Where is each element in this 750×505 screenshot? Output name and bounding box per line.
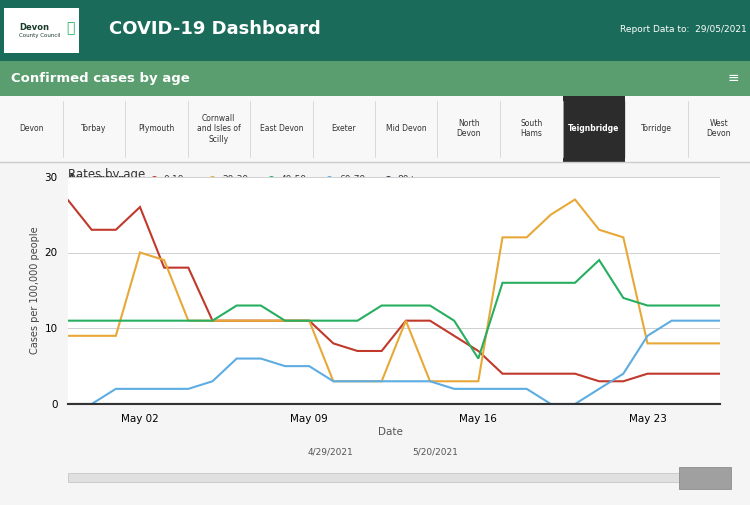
FancyBboxPatch shape: [0, 96, 750, 162]
Y-axis label: Cases per 100,000 people: Cases per 100,000 people: [31, 227, 40, 354]
Text: Exeter: Exeter: [332, 124, 356, 133]
Text: 40-59: 40-59: [280, 175, 307, 184]
Text: Cornwall
and Isles of
Scilly: Cornwall and Isles of Scilly: [196, 114, 241, 144]
Text: 🍃: 🍃: [66, 21, 74, 35]
FancyBboxPatch shape: [679, 467, 731, 489]
Text: Plymouth: Plymouth: [138, 124, 174, 133]
Text: Torbay: Torbay: [81, 124, 106, 133]
Text: South
Hams: South Hams: [520, 119, 542, 138]
Text: 60-79: 60-79: [339, 175, 365, 184]
Text: Date: Date: [377, 427, 403, 437]
Text: Rates by age: Rates by age: [68, 168, 145, 181]
Text: Age group: Age group: [68, 174, 124, 184]
FancyBboxPatch shape: [0, 0, 750, 61]
Text: 5/20/2021: 5/20/2021: [412, 447, 458, 457]
Text: Mid Devon: Mid Devon: [386, 124, 427, 133]
Text: 4/29/2021: 4/29/2021: [308, 447, 352, 457]
FancyBboxPatch shape: [0, 61, 750, 96]
Text: 0-19: 0-19: [164, 175, 184, 184]
FancyBboxPatch shape: [4, 8, 79, 53]
Text: Confirmed cases by age: Confirmed cases by age: [11, 72, 190, 85]
Text: County Council: County Council: [19, 33, 60, 38]
FancyBboxPatch shape: [68, 473, 690, 482]
Text: ≡: ≡: [727, 71, 739, 85]
Text: Devon: Devon: [19, 124, 44, 133]
Text: COVID-19 Dashboard: COVID-19 Dashboard: [109, 20, 320, 38]
Text: West
Devon: West Devon: [706, 119, 731, 138]
Text: 80+: 80+: [398, 175, 416, 184]
Text: North
Devon: North Devon: [457, 119, 481, 138]
Text: Torridge: Torridge: [640, 124, 672, 133]
Text: Teignbridge: Teignbridge: [568, 124, 620, 133]
Text: East Devon: East Devon: [260, 124, 303, 133]
FancyBboxPatch shape: [562, 96, 625, 162]
Text: 20-39: 20-39: [222, 175, 248, 184]
Text: Devon: Devon: [19, 23, 49, 32]
Text: Report Data to:  29/05/2021: Report Data to: 29/05/2021: [620, 25, 746, 34]
